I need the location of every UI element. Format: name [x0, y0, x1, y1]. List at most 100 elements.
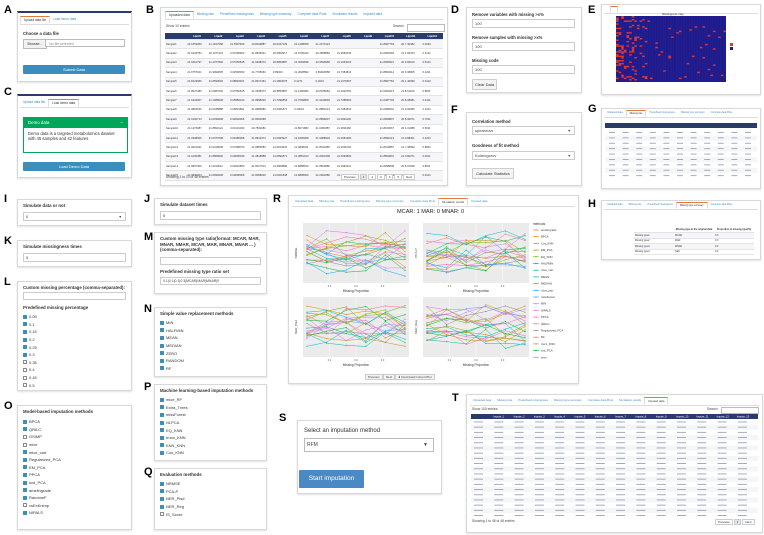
checkbox-box[interactable]	[23, 465, 27, 470]
checkbox-0-1[interactable]: 0.1	[23, 321, 37, 329]
checkbox-box[interactable]	[23, 375, 27, 380]
checkbox-amelingrade[interactable]: amelingrade	[23, 486, 61, 494]
tab-load-demo[interactable]: Load demo data	[48, 99, 80, 107]
column-header[interactable]: Lipid4	[250, 33, 272, 40]
checkbox-0-05[interactable]: 0.05	[23, 313, 37, 321]
checkbox-0-2[interactable]: 0.2	[23, 336, 37, 344]
tab-simulation-results[interactable]: Simulation results	[619, 398, 642, 402]
column-header[interactable]: Lipid9	[357, 33, 379, 40]
tab-complete-data-plots[interactable]: Complete data Plots	[297, 12, 327, 16]
start-imputation-button[interactable]: Start imputation	[299, 470, 364, 488]
checkbox-halfmin[interactable]: HALFMIN	[160, 327, 184, 335]
pager-button[interactable]: 3	[377, 174, 385, 180]
tab-missing-type-summary[interactable]: Missing type summary	[259, 12, 292, 16]
pager-button[interactable]: 5	[394, 174, 403, 180]
checkbox-box[interactable]	[23, 472, 27, 477]
checkbox-box[interactable]	[23, 329, 27, 334]
imputation-method-select[interactable]: RFM ▼	[304, 438, 434, 452]
checkbox-box[interactable]	[23, 457, 27, 462]
tab-missing-rate[interactable]: Missing rate	[625, 110, 647, 117]
tab-missing-type-summary[interactable]: Missing type summary	[553, 398, 582, 402]
checkbox-box[interactable]	[160, 481, 164, 486]
column-header[interactable]: Lipid8	[336, 33, 358, 40]
checkbox-nipals[interactable]: NIPALS	[23, 509, 61, 517]
checkbox-random[interactable]: RANDOM	[160, 357, 184, 365]
pager-button[interactable]: Previous	[715, 519, 733, 525]
previous-plot-button[interactable]: Previous	[365, 374, 383, 380]
checkbox-zero[interactable]: ZERO	[160, 349, 184, 357]
checkbox-0-4[interactable]: 0.4	[23, 366, 37, 374]
checkbox-trunc-knn[interactable]: trunc_KNN	[160, 434, 188, 442]
checkbox-box[interactable]	[23, 503, 27, 508]
column-header[interactable]: Lipid10	[378, 33, 401, 40]
checkbox-box[interactable]	[160, 320, 164, 325]
missing-code-input[interactable]: 100	[472, 65, 575, 74]
custom-percentage-input[interactable]	[23, 292, 126, 300]
checkbox-box[interactable]	[160, 420, 164, 425]
checkbox-regularized-pca[interactable]: Regularized_PCA	[23, 456, 61, 464]
checkbox-em-pca[interactable]: EM_PCA	[23, 464, 61, 472]
checkbox-mice-cart[interactable]: mice_cart	[23, 448, 61, 456]
tab-uploaded-data[interactable]: Uploaded data	[473, 398, 492, 402]
tab-predefined-missingness[interactable]: Predefined missingness	[219, 12, 254, 16]
tab-missing-type-summary[interactable]: Missing type summary	[680, 111, 705, 114]
checkbox-0-3[interactable]: 0.3	[23, 351, 37, 359]
checkbox-box[interactable]	[23, 314, 27, 319]
tab-missing-rate[interactable]: Missing rate	[196, 12, 214, 16]
checkbox-box[interactable]	[160, 351, 164, 356]
checkbox-box[interactable]	[23, 367, 27, 372]
tab-missing-type-summary[interactable]: Missing type summary	[675, 202, 708, 209]
tab-complete-data-plots[interactable]: Complete data Plots	[409, 199, 435, 203]
checkbox-vsexknimp[interactable]: vsExKnimp	[23, 502, 61, 510]
column-header[interactable]	[165, 33, 187, 40]
column-header[interactable]: Lipid3	[229, 33, 251, 40]
checkbox-mice-rf[interactable]: mice_RF	[160, 396, 188, 404]
tab-simulation-results[interactable]: Simulation results	[438, 198, 469, 206]
checkbox-box[interactable]	[160, 412, 164, 417]
tab-predefined-missingness[interactable]: Predefined missingness	[647, 203, 673, 206]
checkbox-min[interactable]: MIN	[160, 319, 184, 327]
checkbox-box[interactable]	[23, 434, 27, 439]
column-header[interactable]: Lipid12	[421, 33, 443, 40]
tab-uploaded-data[interactable]: Uploaded data	[607, 111, 623, 114]
checkbox-is-score[interactable]: IS_Score	[160, 510, 184, 518]
checkbox-box[interactable]	[23, 337, 27, 342]
checkbox-box[interactable]	[23, 480, 27, 485]
checkbox-pca-p[interactable]: PCA-P	[160, 488, 184, 496]
submit-data-button[interactable]: Submit Data	[23, 65, 125, 74]
tab-upload-file[interactable]: Upload data file	[20, 16, 51, 24]
checkbox-qrilc[interactable]: QRILC	[23, 426, 61, 434]
column-header[interactable]: Lipid11	[400, 33, 422, 40]
goodness-of-fit-select[interactable]: Kolmogorov ▼	[472, 151, 575, 160]
pager-button[interactable]: Previous	[341, 174, 359, 180]
tab-imputed-data[interactable]: Imputed data	[471, 199, 488, 203]
tab-complete-data-plots[interactable]: Complete data Plots	[587, 398, 613, 402]
checkbox-ner-plsd[interactable]: NER_Plsd	[160, 495, 184, 503]
checkbox-box[interactable]	[160, 366, 164, 371]
tab-uploaded-data[interactable]: Uploaded data	[295, 199, 314, 203]
tab-missing-rate[interactable]: Missing rate	[628, 203, 642, 206]
tab-uploaded-data[interactable]: Uploaded data	[165, 11, 194, 19]
checkbox-0-15[interactable]: 0.15	[23, 328, 37, 336]
pager-button[interactable]: Next	[403, 174, 416, 180]
tab-2[interactable]: ​	[610, 6, 618, 13]
search-input[interactable]	[407, 24, 445, 32]
simulate-data-select[interactable]: 0 ▼	[23, 212, 126, 221]
checkbox-rf[interactable]: RF	[160, 365, 184, 373]
checkbox-box[interactable]	[23, 352, 27, 357]
checkbox-eq-knn[interactable]: EQ_KNN	[160, 426, 188, 434]
checkbox-box[interactable]	[23, 495, 27, 500]
checkbox-ner-reg[interactable]: NER_Reg	[160, 503, 184, 511]
checkbox-missforest[interactable]: missForest	[160, 411, 188, 419]
correlation-method-select[interactable]: spearman ▼	[472, 126, 575, 135]
checkbox-0-35[interactable]: 0.35	[23, 359, 37, 367]
checkbox-box[interactable]	[160, 343, 164, 348]
remove-variables-input[interactable]: 100	[472, 19, 575, 28]
load-demo-button[interactable]: Load Demo Data	[23, 162, 125, 171]
column-header[interactable]: Lipid5	[271, 33, 294, 40]
checkbox-ppca[interactable]: PPCA	[23, 471, 61, 479]
checkbox-knn-knn[interactable]: KNN_KNN	[160, 442, 188, 450]
checkbox-extra-trees[interactable]: Extra_Trees	[160, 404, 188, 412]
download-plot-button[interactable]: ⬇ Download Current Plot	[395, 374, 435, 380]
pager-button[interactable]: 4	[385, 174, 394, 180]
